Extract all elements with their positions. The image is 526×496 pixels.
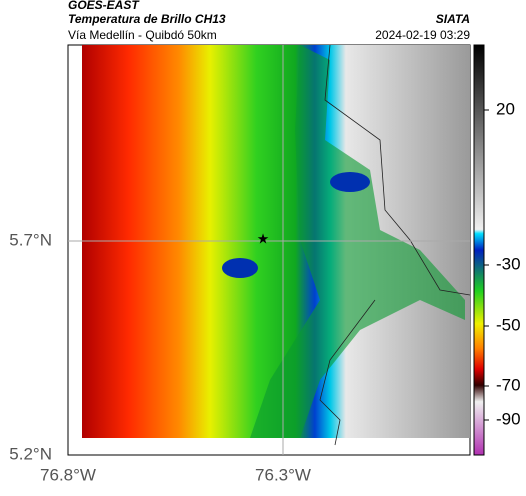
colorbar-label: -70 — [496, 375, 521, 394]
colorbar-label: -50 — [496, 315, 521, 334]
lon-label: 76.8°W — [40, 465, 96, 484]
border — [319, 299, 376, 446]
cloud-core — [222, 258, 258, 278]
colorbar-ticks: 20 -30 -50 -70 -90 — [484, 99, 521, 428]
cloud-core — [330, 172, 370, 192]
brand: SIATA — [436, 12, 470, 26]
city-marker: ★ — [257, 231, 270, 247]
colorbar-label: 20 — [496, 99, 515, 118]
colorbar-label: -90 — [496, 409, 521, 428]
title: Temperatura de Brillo CH13 — [68, 12, 226, 26]
subtitle: Vía Medellín - Quibdó 50km — [68, 28, 217, 42]
timestamp: 2024-02-19 03:29 — [375, 28, 470, 42]
lat-label: 5.7°N — [9, 230, 52, 249]
coastline — [324, 44, 471, 296]
lon-label: 76.3°W — [255, 465, 311, 484]
source: GOES-EAST — [68, 0, 140, 12]
colorbar-label: -30 — [496, 254, 521, 273]
colorbar — [473, 44, 485, 456]
lat-label: 5.2°N — [9, 444, 52, 463]
